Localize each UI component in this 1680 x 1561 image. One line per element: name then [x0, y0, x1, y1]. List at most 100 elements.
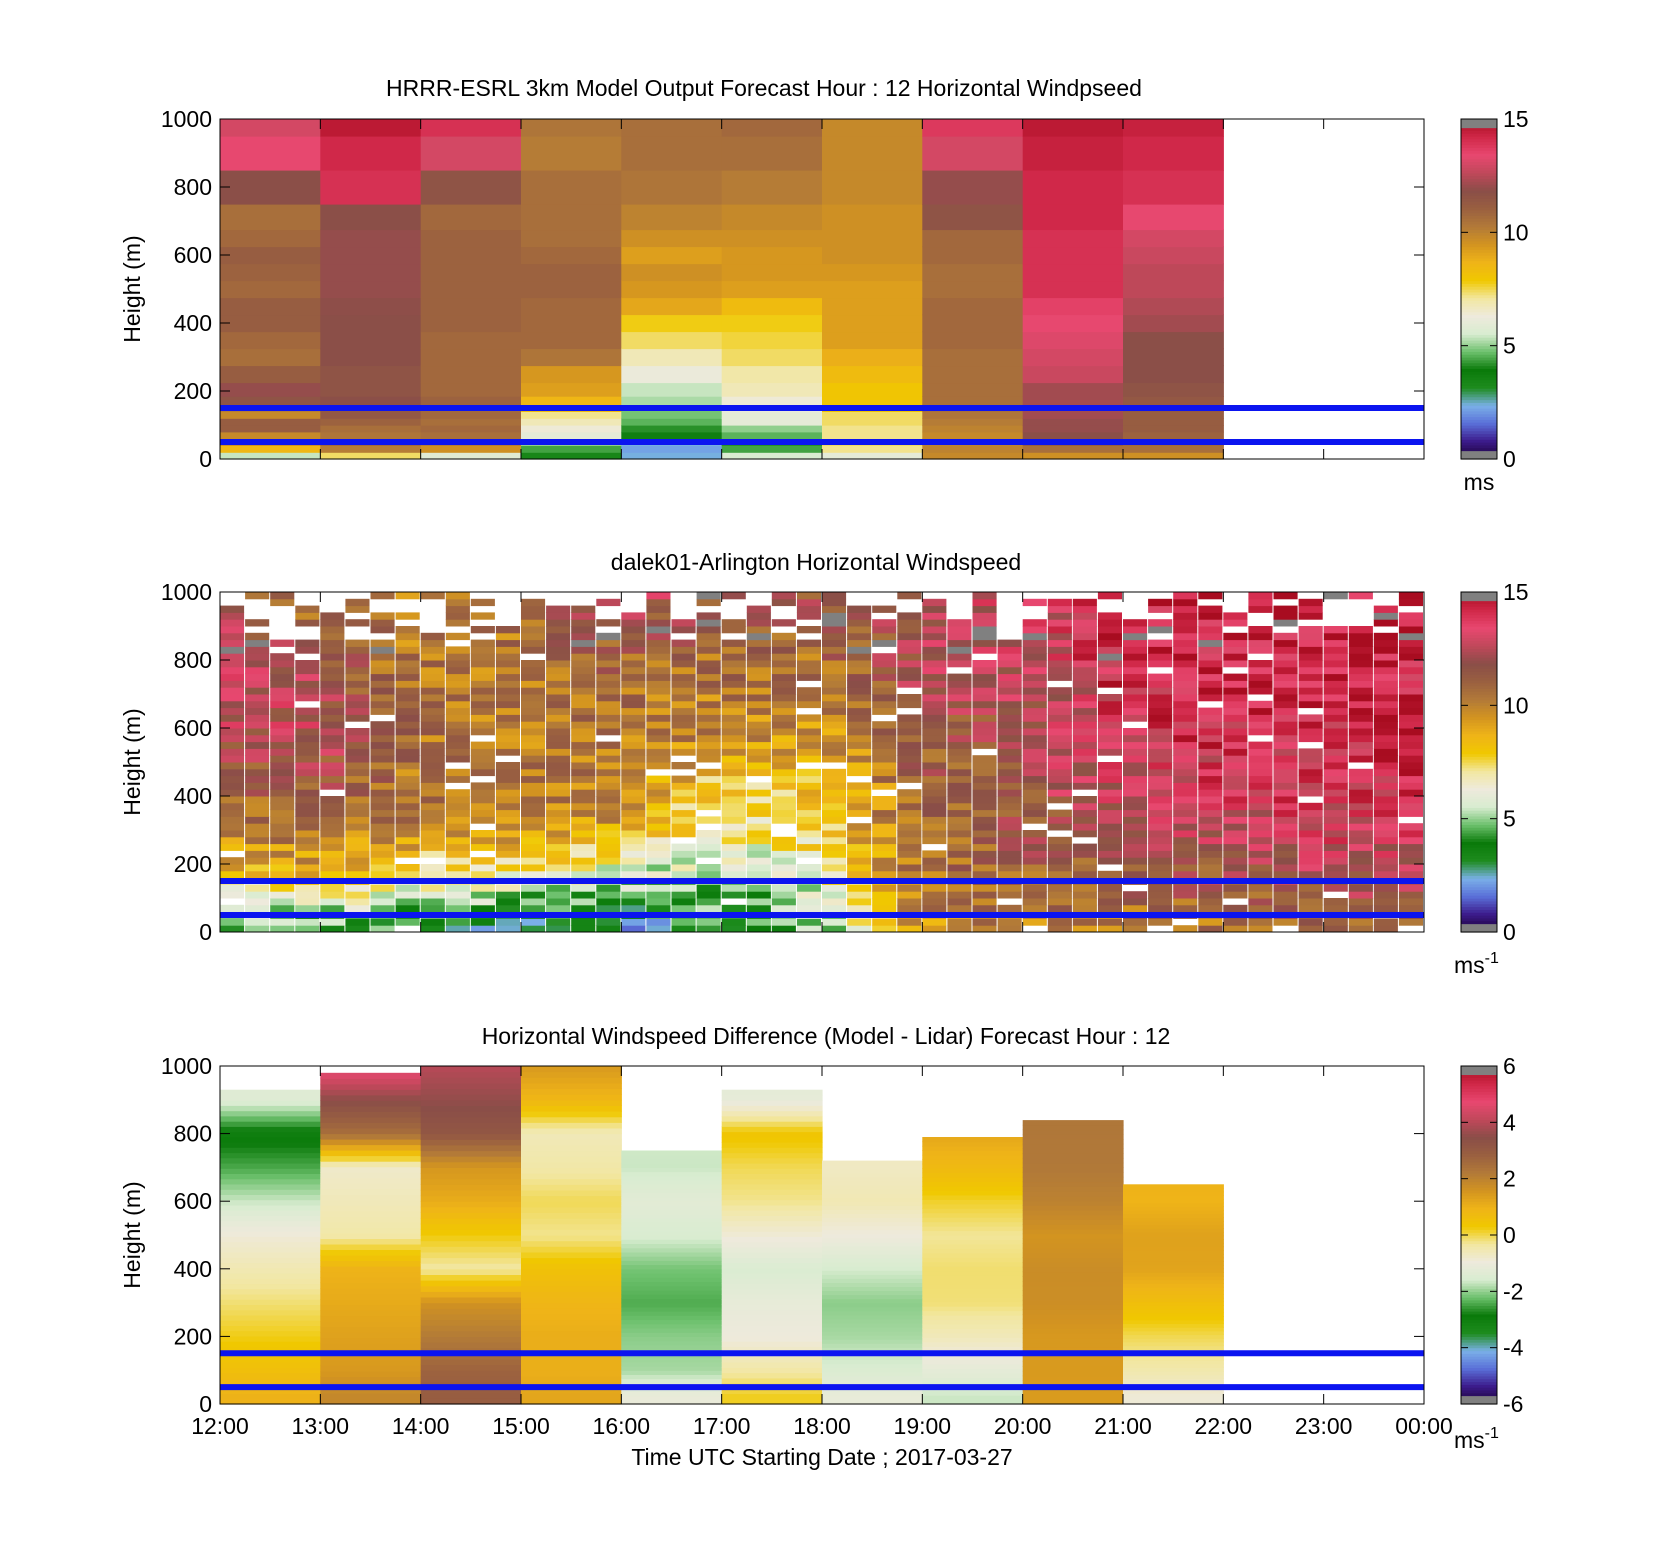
colorbar-segment	[1461, 328, 1497, 333]
heatmap-cell	[1398, 626, 1423, 634]
heatmap-cell	[295, 775, 320, 783]
heatmap-cell	[1373, 680, 1398, 688]
heatmap-cell	[822, 1326, 923, 1332]
heatmap-cell	[897, 830, 922, 838]
colorbar-segment	[1461, 393, 1497, 398]
heatmap-cell	[621, 1163, 723, 1168]
heatmap-cell	[420, 314, 522, 333]
heatmap-cell	[847, 796, 872, 804]
heatmap-cell	[295, 721, 320, 729]
heatmap-cell	[420, 1353, 522, 1360]
heatmap-cell	[370, 843, 395, 851]
heatmap-cell	[1373, 898, 1398, 906]
heatmap-cell	[495, 904, 520, 913]
heatmap-cell	[1022, 1309, 1124, 1315]
heatmap-cell	[771, 857, 796, 865]
heatmap-cell	[1123, 1356, 1224, 1361]
heatmap-cell	[420, 680, 445, 688]
colorbar-segment	[1461, 730, 1497, 735]
heatmap-cell	[1173, 632, 1198, 641]
heatmap-cell	[1173, 619, 1198, 627]
heatmap-cell	[721, 694, 746, 702]
heatmap-cell	[1123, 431, 1224, 440]
heatmap-cell	[220, 263, 321, 282]
heatmap-cell	[1097, 619, 1122, 627]
heatmap-cell	[521, 707, 546, 715]
heatmap-cell	[571, 687, 596, 695]
heatmap-cell	[1022, 1243, 1124, 1249]
heatmap-cell	[1022, 170, 1124, 205]
heatmap-cell	[1198, 843, 1223, 851]
heatmap-cell	[746, 768, 771, 777]
heatmap-cell	[822, 1164, 923, 1170]
heatmap-cell	[972, 857, 997, 865]
heatmap-cell	[596, 802, 621, 811]
heatmap-cell	[671, 721, 696, 729]
heatmap-cell	[696, 755, 721, 763]
heatmap-cell	[1223, 694, 1248, 702]
heatmap-cell	[872, 898, 897, 906]
heatmap-cell	[596, 857, 621, 865]
heatmap-cell	[922, 1185, 1024, 1191]
heatmap-cell	[721, 653, 746, 661]
heatmap-cell	[922, 918, 947, 926]
heatmap-cell	[1022, 762, 1047, 770]
heatmap-cell	[922, 904, 947, 913]
heatmap-cell	[721, 1393, 823, 1400]
heatmap-cell	[596, 850, 621, 858]
heatmap-cell	[972, 598, 997, 607]
heatmap-cell	[1022, 1314, 1124, 1320]
heatmap-cell	[1148, 864, 1173, 872]
heatmap-cell	[746, 619, 771, 627]
colorbar-segment	[1461, 781, 1497, 786]
heatmap-cell	[822, 741, 847, 749]
heatmap-cell	[947, 809, 972, 817]
heatmap-cell	[1173, 836, 1198, 845]
heatmap-cell	[1022, 898, 1047, 906]
heatmap-cell	[1373, 639, 1398, 647]
heatmap-cell	[1298, 646, 1323, 654]
heatmap-cell	[721, 748, 746, 756]
heatmap-cell	[1298, 700, 1323, 709]
heatmap-cell	[1047, 605, 1072, 613]
heatmap-cell	[721, 714, 746, 722]
colorbar-segment	[1461, 815, 1497, 820]
heatmap-cell	[420, 721, 445, 729]
heatmap-cell	[997, 721, 1022, 729]
heatmap-cell	[1398, 721, 1423, 729]
heatmap-cell	[445, 734, 470, 743]
heatmap-cell	[521, 1201, 622, 1208]
heatmap-cell	[521, 1156, 622, 1163]
heatmap-cell	[1022, 1200, 1124, 1206]
heatmap-cell	[1022, 1181, 1124, 1187]
heatmap-cell	[1223, 850, 1248, 858]
heatmap-cell	[420, 1274, 522, 1281]
heatmap-cell	[897, 734, 922, 743]
heatmap-cell	[546, 626, 571, 634]
heatmap-cell	[1248, 884, 1273, 892]
heatmap-cell	[220, 365, 321, 384]
heatmap-cell	[571, 775, 596, 783]
heatmap-cell	[245, 660, 270, 668]
colorbar-segment	[1461, 325, 1497, 330]
heatmap-cell	[1047, 925, 1072, 933]
heatmap-cell	[295, 666, 320, 675]
heatmap-cell	[521, 1105, 622, 1112]
heatmap-cell	[1123, 1363, 1224, 1368]
heatmap-cell	[771, 646, 796, 654]
heatmap-cell	[621, 1260, 723, 1266]
heatmap-cell	[721, 1372, 823, 1379]
heatmap-cell	[1298, 850, 1323, 858]
heatmap-cell	[345, 741, 370, 749]
colorbar-segment	[1461, 1271, 1497, 1276]
heatmap-cell	[521, 1173, 622, 1180]
heatmap-cell	[796, 755, 821, 763]
heatmap-cell	[947, 775, 972, 783]
colorbar-segment	[1461, 371, 1497, 375]
heatmap-cell	[395, 768, 420, 777]
heatmap-cell	[822, 1160, 923, 1166]
heatmap-cell	[972, 843, 997, 851]
heatmap-cell	[521, 1218, 622, 1225]
heatmap-cell	[822, 843, 847, 851]
heatmap-cell	[822, 1221, 923, 1227]
